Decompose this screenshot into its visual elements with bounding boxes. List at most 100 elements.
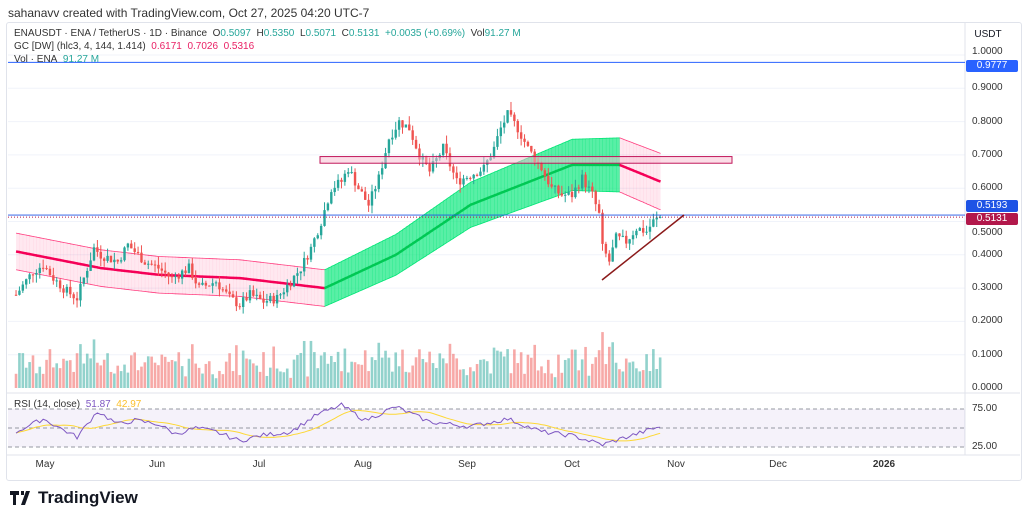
volume-bar (52, 367, 55, 388)
candle-body (116, 259, 119, 262)
channel-midline (19, 250, 24, 255)
channel-midline (500, 190, 506, 195)
volume-bar (391, 371, 394, 388)
channel-upper (653, 150, 658, 153)
channel-lower (548, 197, 553, 200)
vol-value: 91.27 M (484, 28, 521, 39)
channel-lower (653, 206, 658, 209)
candle-body (62, 288, 65, 293)
volume-bar (187, 358, 191, 388)
volume-bar (194, 363, 198, 388)
rsi-legend[interactable]: RSI (14, close) 51.87 42.97 (14, 399, 141, 411)
channel-upper (476, 177, 482, 180)
channel-midline (490, 194, 495, 199)
currency-label[interactable]: USDT (974, 28, 1002, 40)
volume-bar (31, 355, 35, 388)
tradingview-logo[interactable]: TradingView (10, 488, 138, 508)
close-value: 0.5131 (348, 28, 380, 39)
channel-midline (469, 202, 475, 207)
candle-body (513, 114, 516, 121)
volume-bar (309, 340, 313, 388)
volume-bar (604, 364, 608, 388)
channel-midline (432, 226, 438, 231)
channel-midline (36, 254, 41, 258)
time-tick: 2026 (872, 459, 896, 470)
candle-body (496, 136, 499, 147)
symbol-legend[interactable]: ENAUSDT · ENA / TetherUS · 1D · Binance … (14, 28, 521, 40)
channel-upper (649, 148, 654, 152)
candle-body (282, 292, 286, 295)
symbol-name: ENAUSDT · ENA / TetherUS · 1D · Binance (14, 28, 208, 39)
channel-midline (547, 171, 553, 176)
channel-lower (341, 297, 346, 300)
candle-body (150, 263, 153, 265)
channel-lower (544, 198, 549, 201)
volume-bar (140, 366, 143, 388)
channel-upper (436, 203, 441, 207)
volume-legend[interactable]: Vol · ENA 91.27 M (14, 54, 99, 66)
close-label: C (341, 28, 349, 39)
volume-bar (21, 353, 25, 388)
candle-body (113, 259, 116, 263)
time-tick: Aug (354, 459, 372, 470)
channel-midline (395, 251, 401, 256)
volume-bar (174, 361, 177, 388)
candle-body (499, 127, 503, 137)
channel-midline (561, 166, 567, 171)
candle-body (530, 145, 533, 152)
volume-bar (550, 373, 553, 388)
candle-body (252, 290, 255, 296)
gc-legend[interactable]: GC [DW] (hlc3, 4, 144, 1.414) 0.6171 0.7… (14, 41, 254, 53)
volume-bar (102, 359, 106, 388)
candle-body (594, 191, 597, 205)
candle-body (374, 189, 377, 192)
channel-upper (348, 256, 353, 259)
trendline (601, 214, 685, 281)
rsi-ma-value: 42.97 (116, 399, 142, 410)
candle-body (336, 179, 340, 188)
channel-lower (419, 257, 424, 261)
channel-lower (60, 278, 64, 280)
channel-upper (429, 208, 434, 211)
channel-lower (365, 286, 370, 289)
candle-body (377, 174, 380, 190)
volume-bar (302, 340, 306, 388)
rsi-tick: 25.00 (972, 441, 998, 452)
candle-body (86, 270, 89, 278)
price-tag: 0.5193 (966, 200, 1018, 212)
channel-lower (385, 277, 390, 281)
volume-bar (658, 357, 662, 388)
candle-body (191, 263, 194, 278)
candle-body (241, 297, 245, 307)
volume-bar (618, 369, 621, 388)
candle-body (587, 186, 591, 188)
candle-body (197, 283, 201, 285)
candle-body (231, 294, 235, 298)
channel-upper (39, 237, 44, 239)
volume-bar (167, 361, 170, 388)
volume-bar (553, 377, 557, 388)
candle-body (394, 129, 397, 138)
volume-bar (113, 373, 116, 388)
channel-lower (324, 304, 329, 307)
candle-body (228, 291, 231, 295)
volume-bar (496, 350, 499, 388)
channel-midline (344, 275, 350, 280)
volume-bar (465, 375, 469, 388)
candle-body (35, 273, 38, 275)
channel-lower (405, 266, 410, 270)
volume-bar (516, 363, 520, 388)
channel-lower (422, 255, 427, 259)
rsi-label: RSI (14, close) (14, 399, 81, 410)
candle-body (211, 283, 214, 286)
volume-bar (207, 361, 211, 388)
channel-midline (327, 283, 333, 288)
channel-upper (361, 249, 366, 252)
low-label: L (299, 28, 306, 39)
channel-upper (334, 262, 339, 266)
candle-body (48, 268, 52, 276)
channel-upper (493, 170, 498, 173)
channel-upper (341, 259, 346, 262)
candle-body (597, 204, 601, 213)
